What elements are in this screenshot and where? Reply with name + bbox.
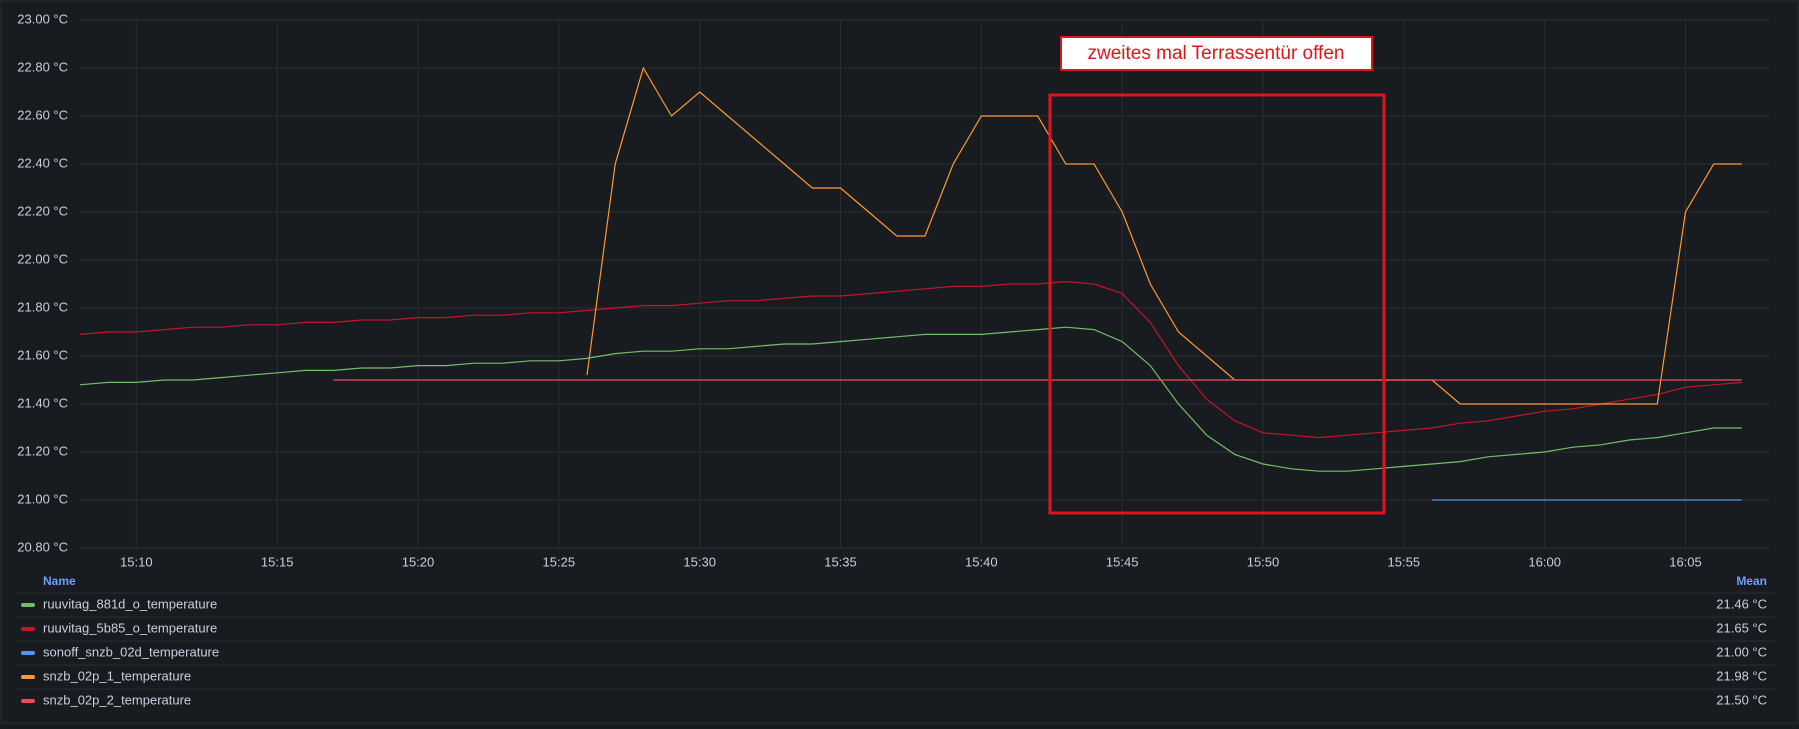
- y-tick-label: 22.20 °C: [17, 203, 68, 218]
- legend-mean: 21.50 °C: [1716, 692, 1767, 707]
- y-tick-label: 22.60 °C: [17, 107, 68, 122]
- y-tick-label: 20.80 °C: [17, 539, 68, 554]
- legend-mean: 21.65 °C: [1716, 620, 1767, 635]
- y-tick-label: 21.00 °C: [17, 491, 68, 506]
- series-line: [79, 280, 1742, 439]
- legend-swatch: [21, 699, 35, 703]
- y-tick-label: 23.00 °C: [17, 11, 68, 26]
- y-tick-label: 22.80 °C: [17, 59, 68, 74]
- legend-name: snzb_02p_2_temperature: [43, 692, 191, 707]
- annotation: zweites mal Terrassentür offen: [1088, 43, 1345, 64]
- legend-mean: 21.00 °C: [1716, 644, 1767, 659]
- legend-swatch: [21, 651, 35, 655]
- x-tick-label: 15:10: [120, 554, 153, 569]
- legend-header: Name: [43, 574, 76, 588]
- legend-mean: 21.46 °C: [1716, 596, 1767, 611]
- legend-header: Mean: [1736, 574, 1767, 588]
- y-tick-label: 21.20 °C: [17, 443, 68, 458]
- legend-swatch: [21, 603, 35, 607]
- x-tick-label: 15:45: [1106, 554, 1139, 569]
- legend-mean: 21.98 °C: [1716, 668, 1767, 683]
- legend-name: sonoff_snzb_02d_temperature: [43, 644, 219, 659]
- legend-name: ruuvitag_5b85_o_temperature: [43, 620, 217, 635]
- x-tick-label: 15:15: [261, 554, 294, 569]
- legend-name: ruuvitag_881d_o_temperature: [43, 596, 217, 611]
- legend-swatch: [21, 627, 35, 631]
- legend-swatch: [21, 675, 35, 679]
- series-line: [79, 326, 1742, 472]
- legend-name: snzb_02p_1_temperature: [43, 668, 191, 683]
- x-tick-label: 15:40: [965, 554, 998, 569]
- y-tick-label: 21.60 °C: [17, 347, 68, 362]
- x-tick-label: 15:20: [402, 554, 435, 569]
- annotation-box: [1060, 36, 1373, 71]
- x-tick-label: 15:30: [683, 554, 716, 569]
- y-tick-label: 21.40 °C: [17, 395, 68, 410]
- highlight-box: [1048, 93, 1386, 515]
- series-line: [586, 66, 1742, 405]
- x-tick-label: 15:35: [824, 554, 857, 569]
- x-tick-label: 15:25: [543, 554, 576, 569]
- grid: 20.80 °C 21.00 °C 21.20 °C 21.40 °C 21.60 °C…: [17, 11, 1770, 569]
- y-tick-label: 21.80 °C: [17, 299, 68, 314]
- y-tick-label: 22.40 °C: [17, 155, 68, 170]
- legend: Name Mean ruuvitag_881d_o_temperature 21.46…: [16, 574, 1775, 707]
- x-tick-label: 15:50: [1247, 554, 1280, 569]
- x-tick-label: 15:55: [1388, 554, 1421, 569]
- lines: [79, 66, 1742, 501]
- x-tick-label: 16:05: [1669, 554, 1702, 569]
- y-tick-label: 22.00 °C: [17, 251, 68, 266]
- x-tick-label: 16:00: [1528, 554, 1561, 569]
